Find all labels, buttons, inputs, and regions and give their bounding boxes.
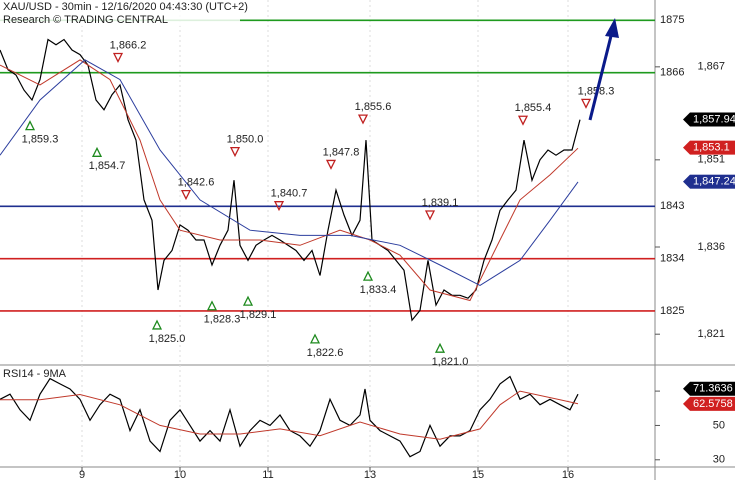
price-tag-label: 71.3636 <box>693 383 733 395</box>
x-tick-label: 10 <box>174 469 186 480</box>
level-label: 1825 <box>660 305 684 317</box>
annotation-label: 1,821.0 <box>432 356 469 368</box>
price-tag <box>690 396 735 411</box>
trough-marker <box>362 270 374 281</box>
x-tick-label: 13 <box>364 469 376 480</box>
x-axis: 9 10 11 13 15 16 <box>79 467 574 480</box>
trough-marker <box>151 319 163 330</box>
series-line <box>0 59 579 302</box>
series-line <box>0 375 579 458</box>
level-label: 1866 <box>660 67 684 79</box>
price-tag-label: 1,853.1 <box>693 142 730 154</box>
trough-marker <box>91 146 103 157</box>
peak-marker <box>112 52 124 63</box>
price-tag-pointer <box>683 174 690 189</box>
trough-marker <box>434 342 446 353</box>
level-label: 1875 <box>660 14 684 26</box>
price-tag-pointer <box>683 396 690 411</box>
annotation-label: 1,828.3 <box>204 314 241 326</box>
x-tick-label: 11 <box>262 469 273 480</box>
level-label: 1834 <box>660 253 684 265</box>
x-tick-label: 16 <box>562 469 574 480</box>
annotation-label: 1,839.1 <box>422 197 459 209</box>
annotation-label: 1,850.0 <box>227 134 264 146</box>
peak-marker <box>357 114 369 125</box>
y-tick-label: 1,836 <box>697 241 725 253</box>
trough-marker <box>24 120 36 131</box>
price-panel: 1,821 1,836 1,851 1,867 1875 1866 1843 1834 1825… <box>0 0 735 368</box>
series-line <box>0 390 579 440</box>
annotation-label: 1,829.1 <box>240 309 277 321</box>
peak-marker <box>580 98 592 109</box>
y-tick-label: 1,851 <box>697 154 725 166</box>
y-tick-label: 50 <box>713 419 725 431</box>
trough-marker <box>206 300 218 311</box>
annotation-label: 1,833.4 <box>360 284 397 296</box>
price-tag-label: 62.5758 <box>693 398 733 410</box>
peak-marker <box>517 115 529 126</box>
annotation-label: 1,854.7 <box>89 160 126 172</box>
annotation-label: 1,847.8 <box>323 146 360 158</box>
peak-marker <box>424 210 436 221</box>
annotation-label: 1,842.6 <box>178 177 215 189</box>
peak-marker <box>180 190 192 201</box>
price-tag <box>690 174 735 189</box>
chart-subtitle: Research © TRADING CENTRAL <box>3 14 168 26</box>
chart-title: XAU/USD - 30min - 12/16/2020 04:43:30 (U… <box>3 1 248 13</box>
annotation-label: 1,822.6 <box>307 347 344 359</box>
level-label: 1843 <box>660 200 684 212</box>
series-line <box>0 38 581 322</box>
y-tick-label: 30 <box>713 454 725 466</box>
y-tick-label: 1,821 <box>697 328 725 340</box>
trough-marker <box>309 333 321 344</box>
trough-marker <box>242 295 254 306</box>
x-tick-label: 15 <box>472 469 484 480</box>
series-line <box>0 59 579 286</box>
annotation-label: 1,855.6 <box>355 101 392 113</box>
panel-title: RSI14 - 9MA <box>3 368 67 380</box>
annotation-label: 1,866.2 <box>110 39 147 51</box>
annotation-label: 1,825.0 <box>149 333 186 345</box>
price-tag-pointer <box>683 112 690 127</box>
price-tag-label: 1,847.24 <box>693 176 735 188</box>
peak-marker <box>229 146 241 158</box>
y-tick-label: 1,867 <box>697 61 725 73</box>
price-tag <box>690 140 735 155</box>
price-tag <box>690 112 735 127</box>
forecast-arrow <box>588 31 614 121</box>
price-tag-pointer <box>683 381 690 396</box>
annotation-label: 1,840.7 <box>271 188 308 200</box>
title-bg <box>0 0 240 26</box>
peak-marker <box>273 201 285 212</box>
annotation-label: 1,855.4 <box>515 102 552 114</box>
price-tag-label: 1,857.94 <box>693 113 735 125</box>
price-tag-pointer <box>683 140 690 155</box>
annotation-label: 1,859.3 <box>22 133 59 145</box>
peak-marker <box>325 159 337 170</box>
x-tick-label: 9 <box>79 469 85 480</box>
price-tag <box>690 381 735 396</box>
forecast-arrowhead <box>605 18 619 38</box>
